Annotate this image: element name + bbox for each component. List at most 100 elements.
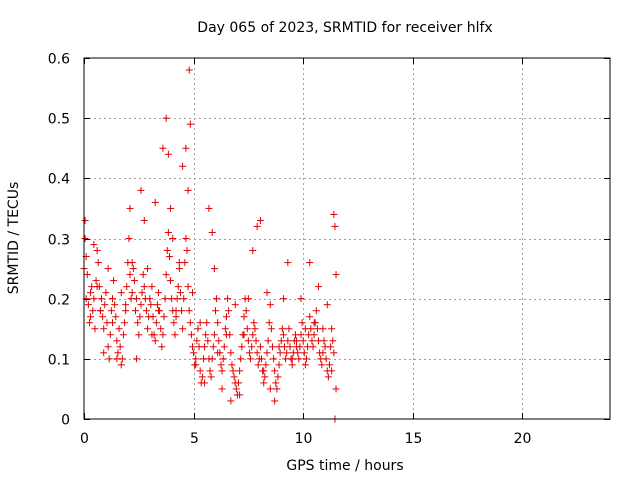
data-point	[182, 144, 190, 152]
data-point	[133, 295, 141, 303]
data-point	[217, 361, 225, 369]
x-tick-label: 15	[405, 431, 423, 447]
data-point	[185, 307, 193, 315]
data-point	[278, 325, 286, 333]
y-tick-label: 0.5	[48, 112, 70, 128]
y-tick-label: 0.6	[48, 52, 70, 68]
data-point	[113, 337, 121, 345]
data-point	[274, 373, 282, 381]
data-point	[252, 337, 260, 345]
data-point	[106, 331, 114, 339]
data-point	[173, 295, 181, 303]
data-point	[242, 307, 250, 315]
data-point	[139, 271, 147, 279]
data-point	[225, 307, 233, 315]
y-tick-label: 0	[61, 413, 70, 429]
data-point	[267, 325, 275, 333]
data-point	[215, 337, 223, 345]
data-point	[165, 253, 173, 261]
data-point	[253, 222, 261, 230]
data-point	[84, 301, 92, 309]
data-point	[266, 385, 274, 393]
data-point	[260, 367, 268, 375]
data-point	[264, 337, 272, 345]
data-point	[237, 355, 245, 363]
data-point	[297, 295, 305, 303]
data-point	[319, 325, 327, 333]
data-point	[186, 319, 194, 327]
data-point	[213, 295, 221, 303]
data-point	[152, 319, 160, 327]
data-point	[187, 331, 195, 339]
data-point	[146, 295, 154, 303]
data-point	[122, 301, 130, 309]
data-point	[218, 385, 226, 393]
data-point	[111, 301, 119, 309]
data-point	[99, 313, 107, 321]
data-point	[135, 331, 143, 339]
data-point	[258, 355, 266, 363]
data-point	[203, 319, 211, 327]
data-point	[123, 283, 131, 291]
chart-title: Day 065 of 2023, SRMTID for receiver hlf…	[197, 20, 492, 36]
data-point	[193, 337, 201, 345]
data-point	[167, 204, 175, 212]
data-point	[101, 301, 109, 309]
data-point	[244, 295, 252, 303]
data-point	[309, 343, 317, 351]
data-point	[121, 319, 129, 327]
data-point	[169, 235, 177, 242]
data-point	[312, 307, 320, 315]
data-point	[159, 144, 167, 152]
data-point	[125, 235, 133, 242]
data-point	[91, 325, 99, 333]
data-point	[142, 307, 150, 315]
data-point	[227, 349, 235, 357]
data-point	[328, 325, 336, 333]
data-point	[273, 385, 281, 393]
data-point	[157, 325, 165, 333]
data-point	[183, 247, 191, 255]
data-point	[122, 307, 130, 315]
data-point	[301, 325, 309, 333]
data-point	[232, 385, 240, 393]
data-point	[268, 343, 276, 351]
data-point	[175, 265, 183, 273]
data-point	[206, 367, 214, 375]
data-point	[186, 120, 194, 128]
data-point	[330, 210, 338, 218]
data-point	[96, 307, 104, 315]
data-point	[279, 331, 287, 339]
y-tick-label: 0.4	[48, 172, 70, 188]
y-tick-label: 0.2	[48, 293, 70, 309]
data-point	[276, 349, 284, 357]
data-point	[260, 379, 268, 387]
data-point	[222, 313, 230, 321]
data-point	[230, 373, 238, 381]
data-point	[83, 271, 91, 279]
data-point	[325, 361, 333, 369]
data-point	[90, 295, 98, 303]
data-point	[202, 331, 210, 339]
data-point	[179, 325, 187, 333]
data-point	[240, 331, 248, 339]
data-point	[275, 361, 283, 369]
data-point	[93, 283, 101, 291]
data-point	[238, 343, 246, 351]
data-point	[205, 204, 213, 212]
data-point	[247, 355, 255, 363]
data-point	[148, 331, 156, 339]
data-point	[236, 367, 244, 375]
data-point	[164, 228, 172, 236]
data-point	[137, 186, 145, 194]
data-point	[90, 241, 98, 249]
data-point	[277, 337, 285, 345]
data-point	[286, 343, 294, 351]
data-point	[262, 361, 270, 369]
data-point	[300, 349, 308, 357]
data-point	[210, 331, 218, 339]
data-point	[284, 259, 292, 267]
data-point	[208, 228, 216, 236]
data-point	[107, 307, 115, 315]
data-point	[256, 216, 264, 224]
